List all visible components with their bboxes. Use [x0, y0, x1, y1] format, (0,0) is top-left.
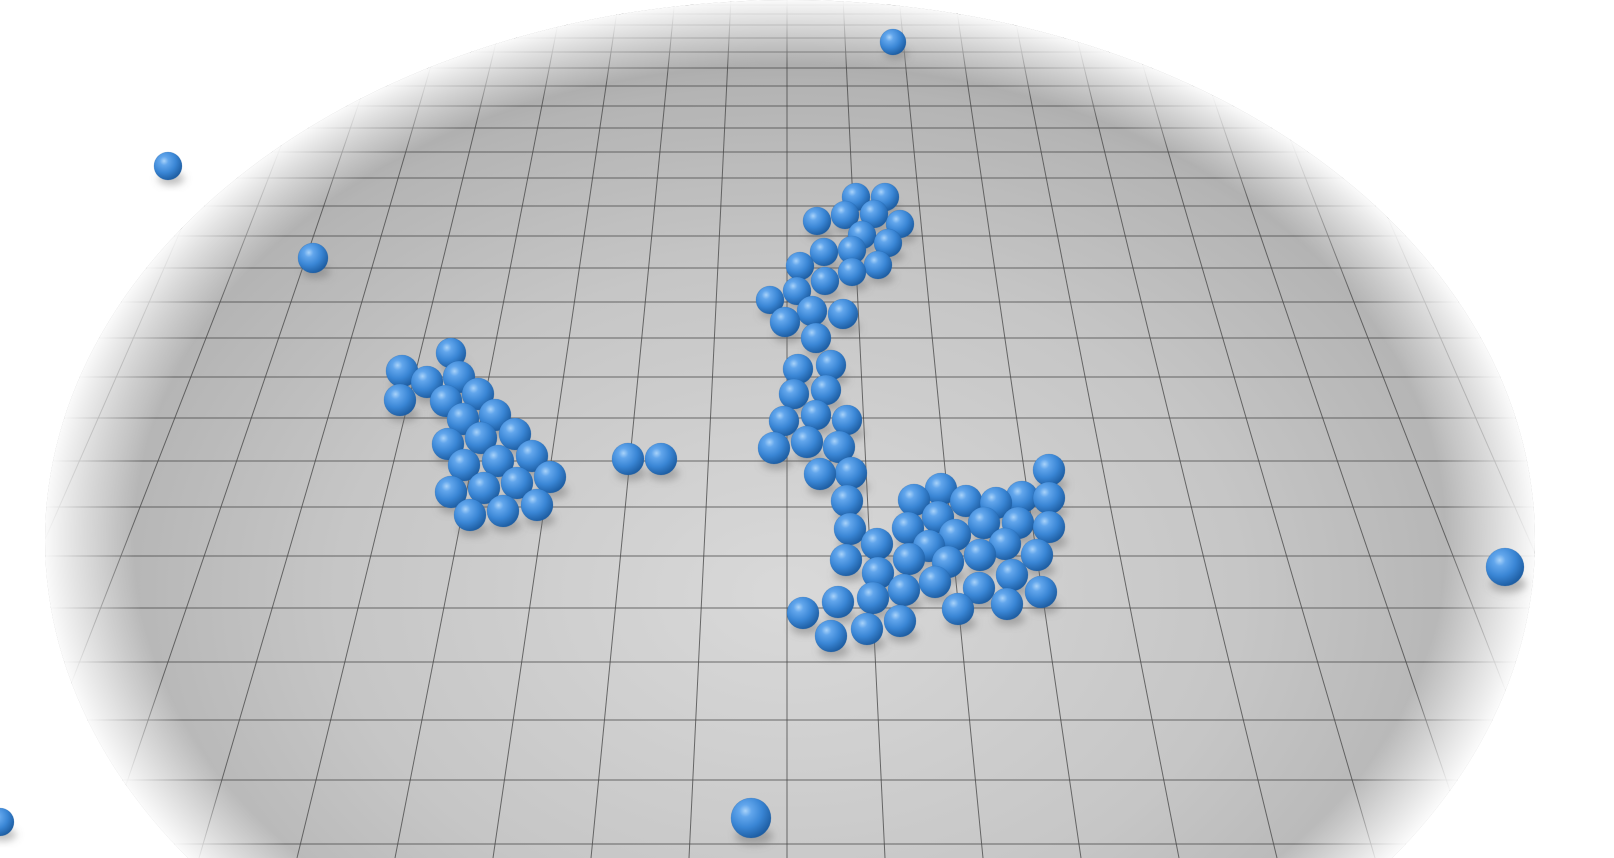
ball-right-lower-cluster[interactable] — [814, 619, 848, 653]
ball-left-cluster[interactable] — [533, 460, 567, 494]
ball-right-stem-cluster[interactable] — [768, 405, 800, 437]
ball-right-stem-cluster[interactable] — [1032, 453, 1066, 487]
ball-right-lower-cluster[interactable] — [1032, 510, 1066, 544]
ball-left-cluster[interactable] — [486, 494, 520, 528]
ball-left-cluster[interactable] — [520, 488, 554, 522]
ball-right-lower-cluster[interactable] — [883, 604, 917, 638]
ball-right-upper-cluster[interactable] — [863, 250, 893, 280]
ball-right-lower-cluster[interactable] — [821, 585, 855, 619]
ball-right-lower-cluster[interactable] — [918, 565, 952, 599]
ball-left-cluster[interactable] — [498, 417, 532, 451]
ball-right-upper-cluster[interactable] — [837, 257, 867, 287]
ball-right-upper-cluster[interactable] — [815, 349, 847, 381]
ball-right-lower-cluster[interactable] — [892, 542, 926, 576]
ball-isolated-balls[interactable] — [0, 807, 15, 837]
ball-isolated-balls[interactable] — [153, 151, 183, 181]
ball-right-lower-cluster[interactable] — [856, 581, 890, 615]
ball-right-upper-cluster[interactable] — [796, 295, 828, 327]
ball-right-stem-cluster[interactable] — [831, 404, 863, 436]
ball-right-stem-cluster[interactable] — [803, 457, 837, 491]
ball-right-lower-cluster[interactable] — [786, 596, 820, 630]
ball-isolated-balls[interactable] — [611, 442, 645, 476]
ball-left-cluster[interactable] — [383, 383, 417, 417]
ball-isolated-balls[interactable] — [297, 242, 329, 274]
ball-right-lower-cluster[interactable] — [962, 571, 996, 605]
ball-right-lower-cluster[interactable] — [941, 592, 975, 626]
ball-right-upper-cluster[interactable] — [802, 206, 832, 236]
ball-right-stem-cluster[interactable] — [790, 425, 824, 459]
ball-right-lower-cluster[interactable] — [1020, 538, 1054, 572]
ball-left-cluster[interactable] — [453, 498, 487, 532]
ball-left-cluster[interactable] — [447, 448, 481, 482]
ball-right-lower-cluster[interactable] — [860, 527, 894, 561]
ball-isolated-balls[interactable] — [730, 797, 772, 839]
balls-layer[interactable] — [0, 28, 1525, 839]
ball-right-upper-cluster[interactable] — [755, 285, 785, 315]
ball-isolated-balls[interactable] — [879, 28, 907, 56]
ball-right-lower-cluster[interactable] — [967, 506, 1001, 540]
ball-right-upper-cluster[interactable] — [810, 266, 840, 296]
ball-right-upper-cluster[interactable] — [785, 251, 815, 281]
ball-isolated-balls[interactable] — [1485, 547, 1525, 587]
ball-right-stem-cluster[interactable] — [830, 484, 864, 518]
ball-right-stem-cluster[interactable] — [757, 431, 791, 465]
ball-right-stem-cluster[interactable] — [834, 456, 868, 490]
ball-right-lower-cluster[interactable] — [963, 538, 997, 572]
ball-right-upper-cluster[interactable] — [800, 322, 832, 354]
ball-right-upper-cluster[interactable] — [827, 298, 859, 330]
ball-right-lower-cluster[interactable] — [990, 587, 1024, 621]
ball-left-cluster[interactable] — [515, 439, 549, 473]
ball-right-stem-cluster[interactable] — [778, 378, 810, 410]
ball-right-lower-cluster[interactable] — [850, 612, 884, 646]
ball-left-cluster[interactable] — [464, 421, 498, 455]
ball-left-cluster[interactable] — [434, 475, 468, 509]
ball-left-cluster[interactable] — [481, 444, 515, 478]
ball-left-cluster[interactable] — [500, 466, 534, 500]
ball-left-cluster[interactable] — [467, 471, 501, 505]
ball-right-lower-cluster[interactable] — [995, 558, 1029, 592]
ball-isolated-balls[interactable] — [644, 442, 678, 476]
ball-right-upper-cluster[interactable] — [782, 276, 812, 306]
ball-right-upper-cluster[interactable] — [809, 237, 839, 267]
ball-right-upper-cluster[interactable] — [830, 200, 860, 230]
ball-right-lower-cluster[interactable] — [1024, 575, 1058, 609]
ball-right-upper-cluster[interactable] — [769, 306, 801, 338]
ball-right-stem-cluster[interactable] — [800, 399, 832, 431]
ball-right-lower-cluster[interactable] — [887, 573, 921, 607]
ball-right-stem-cluster[interactable] — [829, 543, 863, 577]
ball-right-stem-cluster[interactable] — [1032, 481, 1066, 515]
